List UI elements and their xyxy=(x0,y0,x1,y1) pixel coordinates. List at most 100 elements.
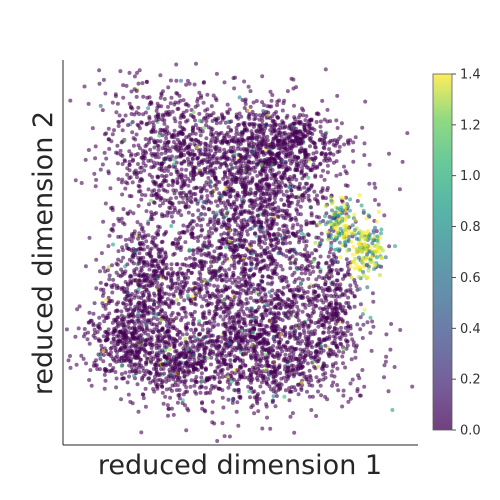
scatter-point xyxy=(223,172,228,177)
scatter-point xyxy=(113,94,118,99)
scatter-point xyxy=(237,295,242,299)
scatter-point xyxy=(159,161,164,166)
scatter-point xyxy=(203,283,208,288)
scatter-point xyxy=(128,340,132,345)
scatter-point xyxy=(291,232,296,236)
scatter-point xyxy=(175,383,180,388)
scatter-point xyxy=(131,211,136,216)
scatter-point xyxy=(134,94,139,99)
scatter-point xyxy=(211,351,216,356)
scatter-point xyxy=(162,121,167,126)
scatter-point xyxy=(158,139,163,144)
scatter-point xyxy=(103,298,108,303)
scatter-point xyxy=(111,332,116,337)
scatter-point xyxy=(229,149,234,154)
scatter-point xyxy=(193,281,198,286)
scatter-point xyxy=(219,232,224,237)
scatter-point xyxy=(275,161,280,166)
scatter-point xyxy=(316,235,321,240)
scatter-point xyxy=(277,98,282,103)
scatter-point xyxy=(405,131,410,136)
scatter-point xyxy=(170,109,175,114)
scatter-point xyxy=(302,174,307,179)
scatter-point xyxy=(146,233,151,238)
scatter-point xyxy=(186,176,191,181)
scatter-point xyxy=(274,110,279,114)
scatter-point xyxy=(214,71,219,76)
scatter-point xyxy=(256,292,261,297)
scatter-point xyxy=(285,227,290,232)
scatter-point xyxy=(169,172,173,177)
scatter-point xyxy=(177,191,182,196)
scatter-point xyxy=(180,112,185,117)
scatter-point xyxy=(318,162,322,167)
scatter-point xyxy=(300,193,304,198)
scatter-point xyxy=(253,222,258,227)
scatter-point xyxy=(165,189,170,194)
scatter-point xyxy=(285,149,290,154)
scatter-point xyxy=(310,265,315,270)
scatter-point xyxy=(154,211,159,215)
scatter-point xyxy=(194,145,199,150)
scatter-point xyxy=(272,158,277,163)
scatter-point xyxy=(301,148,305,153)
scatter-point xyxy=(172,135,177,140)
scatter-point xyxy=(140,375,145,380)
scatter-point xyxy=(148,254,153,259)
scatter-point xyxy=(229,188,233,193)
scatter-point xyxy=(124,334,129,339)
scatter-point xyxy=(119,397,123,402)
scatter-point xyxy=(224,155,229,159)
scatter-point xyxy=(270,139,275,144)
scatter-point xyxy=(174,78,179,83)
scatter-point xyxy=(177,154,182,159)
scatter-point xyxy=(201,200,206,205)
scatter-point xyxy=(281,150,286,155)
scatter-point xyxy=(368,330,373,335)
scatter-point xyxy=(263,151,268,156)
scatter-point xyxy=(182,298,187,303)
scatter-point xyxy=(265,267,270,272)
scatter-point xyxy=(194,391,199,396)
scatter-point xyxy=(158,73,163,78)
scatter-point xyxy=(103,269,108,274)
scatter-point xyxy=(107,311,112,316)
scatter-point xyxy=(125,324,130,329)
scatter-point xyxy=(214,157,219,162)
scatter-point xyxy=(214,160,219,165)
scatter-point xyxy=(127,363,132,368)
scatter-point xyxy=(103,315,108,320)
scatter-point xyxy=(212,183,217,188)
scatter-point xyxy=(259,204,264,209)
scatter-point xyxy=(211,160,216,165)
scatter-point xyxy=(225,180,230,185)
scatter-point xyxy=(218,165,222,170)
scatter-point xyxy=(175,400,180,405)
scatter-point xyxy=(136,203,141,208)
scatter-point xyxy=(93,156,98,161)
scatter-point xyxy=(192,309,197,314)
scatter-point xyxy=(180,271,185,276)
scatter-point xyxy=(234,165,239,170)
scatter-point xyxy=(144,368,149,373)
scatter-point xyxy=(292,117,297,122)
scatter-point xyxy=(129,248,134,253)
scatter-point xyxy=(251,218,256,223)
scatter-point xyxy=(177,366,182,371)
scatter-point xyxy=(270,93,275,97)
scatter-point xyxy=(153,314,158,319)
scatter-point xyxy=(207,234,212,239)
scatter-point xyxy=(309,118,314,123)
scatter-point xyxy=(223,136,227,141)
scatter-point xyxy=(292,173,297,178)
scatter-point xyxy=(187,81,192,86)
scatter-point xyxy=(191,176,195,181)
scatter-point xyxy=(370,291,375,296)
scatter-point xyxy=(295,139,300,144)
scatter-point xyxy=(230,280,235,285)
scatter-point xyxy=(107,277,112,282)
scatter-point xyxy=(277,275,282,280)
scatter-point xyxy=(123,328,128,333)
scatter-point xyxy=(309,183,314,188)
scatter-point xyxy=(268,232,272,237)
